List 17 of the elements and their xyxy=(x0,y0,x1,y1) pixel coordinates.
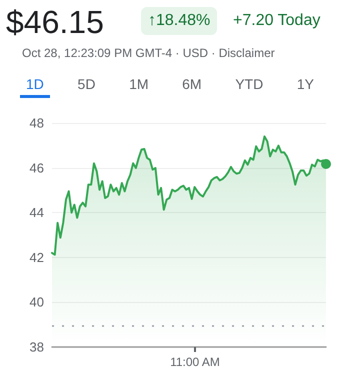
text: 1M xyxy=(128,75,150,94)
chart-subtitle: Oct 28, 12:23:09 PM GMT-4 · USD · Disclaimer xyxy=(22,46,275,60)
text: 1D xyxy=(20,74,50,98)
text: 1Y xyxy=(296,75,315,94)
text: YTD xyxy=(234,75,264,94)
text: 11:00 AM xyxy=(170,355,220,369)
text: +7.20 Today xyxy=(233,11,320,31)
text: 6M xyxy=(181,75,203,94)
text: ↑18.48% xyxy=(141,7,218,35)
chart-title: $46.15 xyxy=(6,4,104,41)
y-tick-label: 38 xyxy=(30,340,44,354)
y-tick-label: 48 xyxy=(30,116,44,130)
y-tick-label: 42 xyxy=(30,250,44,265)
text: 5D xyxy=(76,75,96,94)
y-tick-label: 40 xyxy=(30,294,44,310)
y-tick-label: 46 xyxy=(30,160,44,176)
y-tick-label: 44 xyxy=(30,205,44,220)
